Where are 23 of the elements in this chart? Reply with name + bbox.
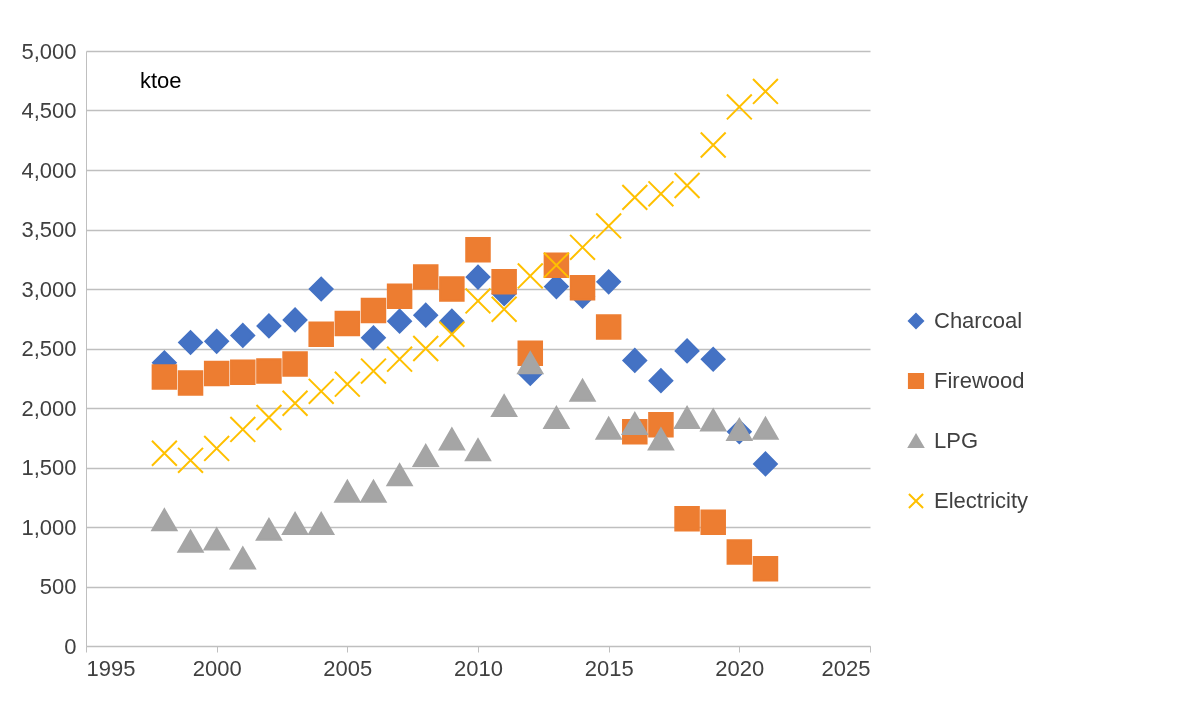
y-tick-label: 3,500 [21,217,77,242]
y-tick-label: 1,000 [21,514,77,540]
x-tick-label: 2005 [323,655,373,681]
y-tick-label: 2,000 [21,395,77,421]
legend-label: Electricity [934,488,1029,513]
x-tick-label: 1995 [86,655,136,681]
y-tick-label: 3,000 [21,276,77,302]
x-tick-label: 2025 [821,655,871,681]
legend-label: Charcoal [934,308,1023,333]
y-tick-label: 4,000 [21,157,77,183]
x-tick-label: 2015 [584,655,634,681]
y-tick-label: 0 [64,633,77,659]
y-tick-label: 500 [39,574,77,599]
x-tick-label: 2020 [715,655,765,681]
x-tick-label: 2000 [192,655,242,681]
y-tick-label: 4,500 [21,98,77,123]
x-tick-label: 2010 [454,655,503,681]
y-tick-label: 1,500 [21,455,77,480]
y-tick-label: 2,500 [21,336,77,361]
legend-label: Firewood [934,368,1025,393]
legend-label: LPG [934,428,979,453]
y-tick-label: 5,000 [21,38,77,64]
annotation: ktoe [140,68,182,93]
